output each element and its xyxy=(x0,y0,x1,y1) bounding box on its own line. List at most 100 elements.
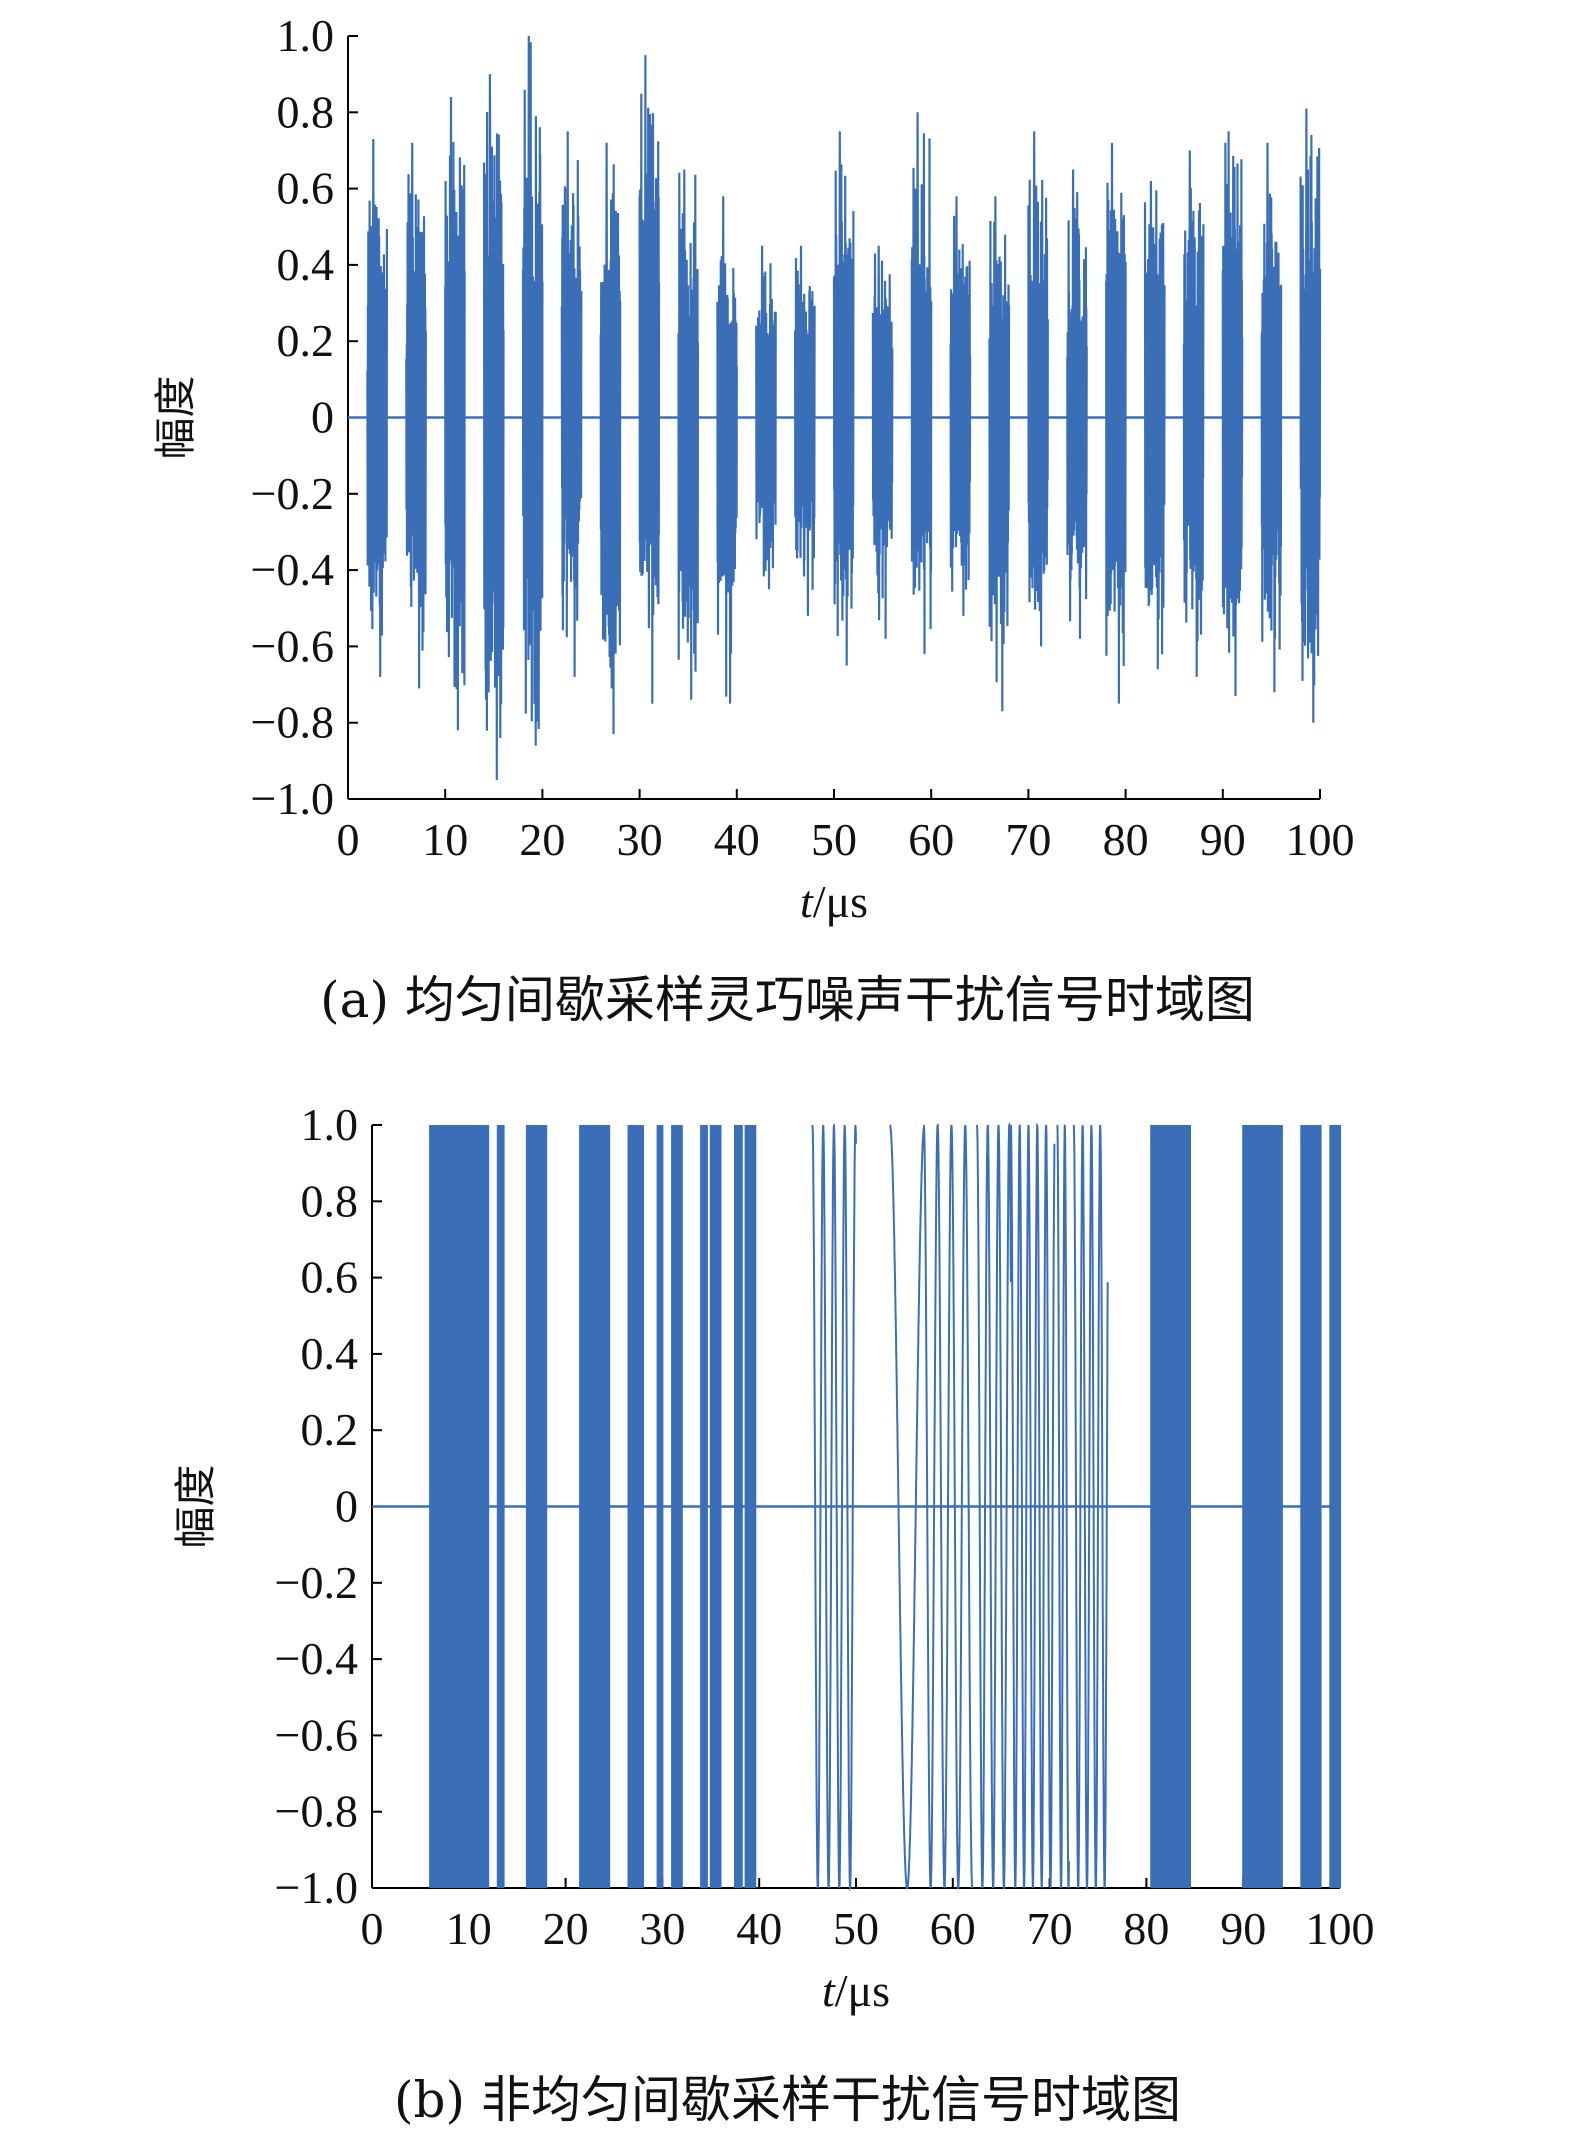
dense-strokes xyxy=(734,1125,743,1888)
burst-16 xyxy=(949,196,972,616)
dense-strokes xyxy=(525,1125,548,1888)
dense-segment-2 xyxy=(496,1125,505,1888)
burst-5 xyxy=(521,35,544,746)
sparse-segment-2 xyxy=(889,1124,925,1889)
x-tick-label: 80 xyxy=(1103,814,1149,865)
dense-segment-6 xyxy=(656,1125,664,1888)
y-tick-label: 0 xyxy=(335,1481,358,1532)
dense-segment-7 xyxy=(671,1125,683,1888)
sparse-segment-6 xyxy=(1056,1124,1070,1889)
dense-segment-10 xyxy=(734,1125,743,1888)
x-tick-label: 20 xyxy=(519,814,565,865)
burst-17 xyxy=(988,196,1011,712)
burst-20 xyxy=(1105,142,1127,704)
x-axis-label-var: t xyxy=(800,876,814,927)
y-axis-label: 幅度 xyxy=(151,375,200,459)
dense-strokes xyxy=(700,1125,708,1888)
sparse-segment-5 xyxy=(1009,1122,1056,1889)
chart-a-svg: 1.00.80.60.40.20−0.2−0.4−0.6−0.8−1.00 10 2… xyxy=(151,10,1355,927)
burst-8 xyxy=(638,55,661,704)
burst-2 xyxy=(405,142,427,689)
burst-25 xyxy=(1299,108,1322,723)
x-tick-label: 0 xyxy=(337,814,360,865)
y-tick-label: 0.4 xyxy=(301,1328,359,1379)
burst-23 xyxy=(1221,131,1244,697)
y-tick-label: 0 xyxy=(311,392,334,443)
burst-1 xyxy=(366,138,388,677)
x-tick-label: 10 xyxy=(446,1903,492,1954)
dense-segment-12 xyxy=(1150,1125,1191,1888)
chart-a-caption: (a) 均匀间歇采样灵巧噪声干扰信号时域图 xyxy=(320,971,1255,1029)
dense-segment-5 xyxy=(627,1125,644,1888)
y-tick-label: 0.2 xyxy=(301,1404,359,1455)
x-tick-label: 70 xyxy=(1005,814,1051,865)
x-tick-label: 80 xyxy=(1123,1903,1169,1954)
y-tick-label: −0.4 xyxy=(275,1633,358,1684)
burst-15 xyxy=(910,112,933,655)
dense-strokes xyxy=(627,1125,644,1888)
y-tick-label: −0.2 xyxy=(251,468,334,519)
x-tick-label: 20 xyxy=(543,1903,589,1954)
x-tick-label: 0 xyxy=(361,1903,384,1954)
dense-strokes xyxy=(671,1125,683,1888)
x-axis-label: t/μs xyxy=(800,876,868,927)
burst-7 xyxy=(599,142,622,735)
x-tick-label: 50 xyxy=(833,1903,879,1954)
dense-segment-1 xyxy=(429,1125,490,1888)
x-axis-label-var: t xyxy=(822,1965,836,2016)
burst-22 xyxy=(1182,150,1205,677)
y-tick-label: 0.6 xyxy=(301,1252,359,1303)
x-tick-label: 40 xyxy=(736,1903,782,1954)
burst-6 xyxy=(560,131,583,677)
burst-13 xyxy=(832,131,855,666)
dense-strokes xyxy=(579,1125,611,1888)
y-tick-label: −0.2 xyxy=(275,1557,358,1608)
burst-4 xyxy=(483,74,505,780)
burst-24 xyxy=(1260,142,1283,693)
y-axis-label: 幅度 xyxy=(171,1464,220,1548)
sparse-segment-1 xyxy=(811,1123,857,1892)
x-tick-label: 50 xyxy=(811,814,857,865)
y-tick-label: −0.8 xyxy=(275,1786,358,1837)
x-axis-label: t/μs xyxy=(822,1965,890,2016)
burst-3 xyxy=(444,96,466,731)
y-tick-label: −0.6 xyxy=(251,620,334,671)
x-tick-label: 100 xyxy=(1286,814,1355,865)
dense-segment-11 xyxy=(744,1125,757,1888)
dense-segment-14 xyxy=(1300,1125,1322,1888)
x-tick-label: 30 xyxy=(617,814,663,865)
burst-19 xyxy=(1066,169,1088,639)
y-tick-label: −0.8 xyxy=(251,697,334,748)
dense-segment-9 xyxy=(709,1125,722,1888)
dense-strokes xyxy=(429,1125,490,1888)
y-tick-label: 0.8 xyxy=(277,86,335,137)
chart-panel-b: 1.0 0.8 0.6 0.4 0.2 0 −0.2 −0.4 −0.6 −0.8 −1.0 0 10 2… xyxy=(0,1075,1575,2140)
dense-strokes xyxy=(1242,1125,1283,1888)
sparse-segment-4 xyxy=(976,1121,1012,1890)
dense-strokes xyxy=(709,1125,722,1888)
y-tick-label: −0.4 xyxy=(251,544,334,595)
y-tick-label: 0.6 xyxy=(277,163,335,214)
dense-strokes xyxy=(1150,1125,1191,1888)
dense-strokes xyxy=(656,1125,664,1888)
chart-b-svg: 1.00.80.60.40.20−0.2−0.4−0.6−0.8−1.00 10 2… xyxy=(171,1099,1375,2016)
y-tick-label: 1.0 xyxy=(277,10,335,61)
burst-14 xyxy=(871,245,894,639)
dense-strokes xyxy=(1300,1125,1322,1888)
x-axis-label-unit: /μs xyxy=(835,1965,890,2016)
x-tick-label: 100 xyxy=(1306,1903,1375,1954)
y-tick-label: 0.2 xyxy=(277,315,335,366)
x-tick-label: 90 xyxy=(1220,1903,1266,1954)
burst-21 xyxy=(1143,180,1166,670)
y-tick-label: −1.0 xyxy=(251,773,334,824)
chart-panel-a: 1.0 0.8 0.6 0.4 0.2 0 −0.2 −0.4 −0.6 −0.8 −1.0 0 10 2… xyxy=(0,0,1575,1045)
x-tick-label: 60 xyxy=(908,814,954,865)
x-tick-label: 10 xyxy=(422,814,468,865)
sparse-segment-7 xyxy=(1072,1124,1109,1889)
chart-b-caption: (b) 非均匀间歇采样干扰信号时域图 xyxy=(394,2071,1181,2129)
x-tick-label: 30 xyxy=(639,1903,685,1954)
y-tick-label: 1.0 xyxy=(301,1099,359,1150)
burst-9 xyxy=(677,169,699,700)
burst-12 xyxy=(794,245,816,616)
x-tick-label: 70 xyxy=(1027,1903,1073,1954)
